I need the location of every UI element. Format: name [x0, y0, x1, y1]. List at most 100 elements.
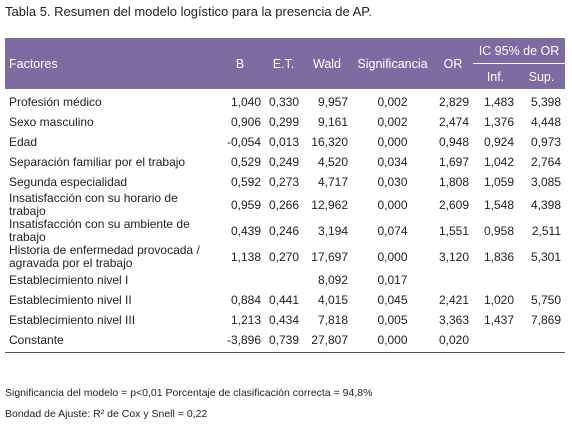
header-cell: Significancia	[352, 38, 433, 89]
table-cell: 1,138	[230, 249, 261, 264]
table-cell: 1,020	[483, 292, 514, 307]
header-cell: IC 95% de OR	[473, 38, 565, 64]
table-cell: 0,005	[377, 312, 408, 327]
note: Significancia del modelo = p<0,01 Porcen…	[5, 387, 373, 399]
table-cell: 27,807	[302, 330, 352, 353]
table-cell: 1,213	[230, 312, 261, 327]
table-cell: Establecimiento nivel I	[9, 272, 129, 287]
table-cell: 0,000	[377, 197, 408, 212]
table-cell: 1,551	[438, 223, 469, 238]
table-row: Insatisfacción con su horario de trabajo…	[5, 192, 565, 218]
table-cell: 2,474	[438, 114, 469, 129]
table-cell: 0,000	[352, 330, 433, 353]
header-cell: E.T.	[265, 38, 302, 89]
table-cell: 1,040	[230, 94, 261, 109]
table-cell: Constante	[5, 330, 215, 353]
table-cell: 12,962	[311, 197, 348, 212]
table-row: Historia de enfermedad provocada / agrav…	[5, 244, 565, 270]
table-cell: 1,042	[483, 154, 514, 169]
table-cell: 0,330	[269, 94, 300, 109]
table-row: Constante -3,896 0,739 27,807 0,000 0,020	[5, 330, 565, 353]
table-cell: Edad	[9, 134, 38, 149]
table-cell: 1,483	[483, 94, 514, 109]
table-cell: 3,085	[530, 174, 561, 189]
header-cell: Wald	[302, 38, 352, 89]
table-cell: 0,000	[377, 134, 408, 149]
table-cell: 1,548	[483, 197, 514, 212]
table-cell: 0,266	[269, 197, 300, 212]
table-row: Sexo masculino 0,906 0,299 9,161 0,002 2,474 1…	[5, 112, 565, 132]
table-cell: 1,697	[438, 154, 469, 169]
table-row: Establecimiento nivel II 0,884 0,441 4,015 0…	[5, 290, 565, 310]
table-cell: 0,246	[269, 223, 300, 238]
table-cell: 2,609	[438, 197, 469, 212]
table-cell: 3,363	[438, 312, 469, 327]
table-cell: 4,015	[317, 292, 348, 307]
table-cell: 5,301	[530, 249, 561, 264]
table-cell: -3,896	[215, 330, 265, 353]
table-cell: Sexo masculino	[9, 114, 94, 129]
table-cell: Separación familiar por el trabajo	[9, 154, 186, 169]
table-cell	[473, 330, 518, 353]
table-cell: 4,717	[317, 174, 348, 189]
table-cell	[215, 270, 265, 290]
table-cell	[473, 270, 518, 290]
table-cell: 0,030	[377, 174, 408, 189]
table-cell: 3,120	[438, 249, 469, 264]
table-cell: 1,437	[483, 312, 514, 327]
table-cell: 4,398	[530, 197, 561, 212]
table-row: Segunda especialidad 0,592 0,273 4,717 0,030…	[5, 172, 565, 192]
table-cell: 0,958	[483, 223, 514, 238]
table-row: Profesión médico 1,040 0,330 9,957 0,002 2,82…	[5, 89, 565, 112]
table-cell: 0,906	[230, 114, 261, 129]
table-cell	[518, 270, 565, 290]
table-cell: 0,924	[483, 134, 514, 149]
table: Factores B E.T. Wald Significancia OR IC…	[5, 38, 565, 353]
table-cell: 8,092	[317, 272, 348, 287]
note: Bondad de Ajuste: R² de Cox y Snell = 0,…	[5, 408, 208, 420]
table-cell: 7,869	[530, 312, 561, 327]
table-cell: 17,697	[311, 249, 348, 264]
table-cell: 0,948	[438, 134, 469, 149]
header-cell: Sup.	[518, 63, 565, 89]
table-cell: 2,829	[438, 94, 469, 109]
table-cell: Insatisfacción con su horario de trabajo	[9, 191, 178, 218]
table-cell: 0,034	[377, 154, 408, 169]
table-cell: 0,074	[377, 223, 408, 238]
table-cell: 0,959	[230, 197, 261, 212]
table-cell: 1,376	[483, 114, 514, 129]
table-cell: Establecimiento nivel II	[9, 292, 132, 307]
table-cell: 7,818	[317, 312, 348, 327]
header-cell: B	[215, 38, 265, 89]
table-row: Establecimiento nivel III 1,213 0,434 7,818…	[5, 310, 565, 330]
table-cell: 0,439	[230, 223, 261, 238]
header-cell: OR	[433, 38, 473, 89]
table-cell: 0,002	[377, 114, 408, 129]
table-cell: Segunda especialidad	[9, 174, 128, 189]
table-cell: 4,448	[530, 114, 561, 129]
table-cell: 9,957	[317, 94, 348, 109]
table-cell: 1,059	[483, 174, 514, 189]
table-cell: 0,045	[377, 292, 408, 307]
table-cell: Establecimiento nivel III	[9, 312, 136, 327]
table-cell	[518, 330, 565, 353]
table-cell: 0,249	[269, 154, 300, 169]
table-cell: Historia de enfermedad provocada / agrav…	[9, 243, 200, 270]
table-cell: 5,750	[530, 292, 561, 307]
table-cell: 3,194	[317, 223, 348, 238]
table-cell: 2,421	[438, 292, 469, 307]
table-cell: 0,020	[433, 330, 473, 353]
table-cell: 0,884	[230, 292, 261, 307]
table-cell: 0,434	[269, 312, 300, 327]
table-cell: 0,441	[269, 292, 300, 307]
table-cell: 1,836	[483, 249, 514, 264]
table-cell: 4,520	[317, 154, 348, 169]
table-cell: 16,320	[311, 134, 348, 149]
table-row: Insatisfacción con su ambiente de trabaj…	[5, 218, 565, 244]
table-cell: 1,808	[438, 174, 469, 189]
table-cell: -0,054	[226, 134, 261, 149]
table-cell: 2,511	[531, 223, 561, 238]
table-row: Separación familiar por el trabajo 0,529 0…	[5, 152, 565, 172]
table-cell: 9,161	[317, 114, 348, 129]
table-cell: 0,013	[269, 134, 300, 149]
